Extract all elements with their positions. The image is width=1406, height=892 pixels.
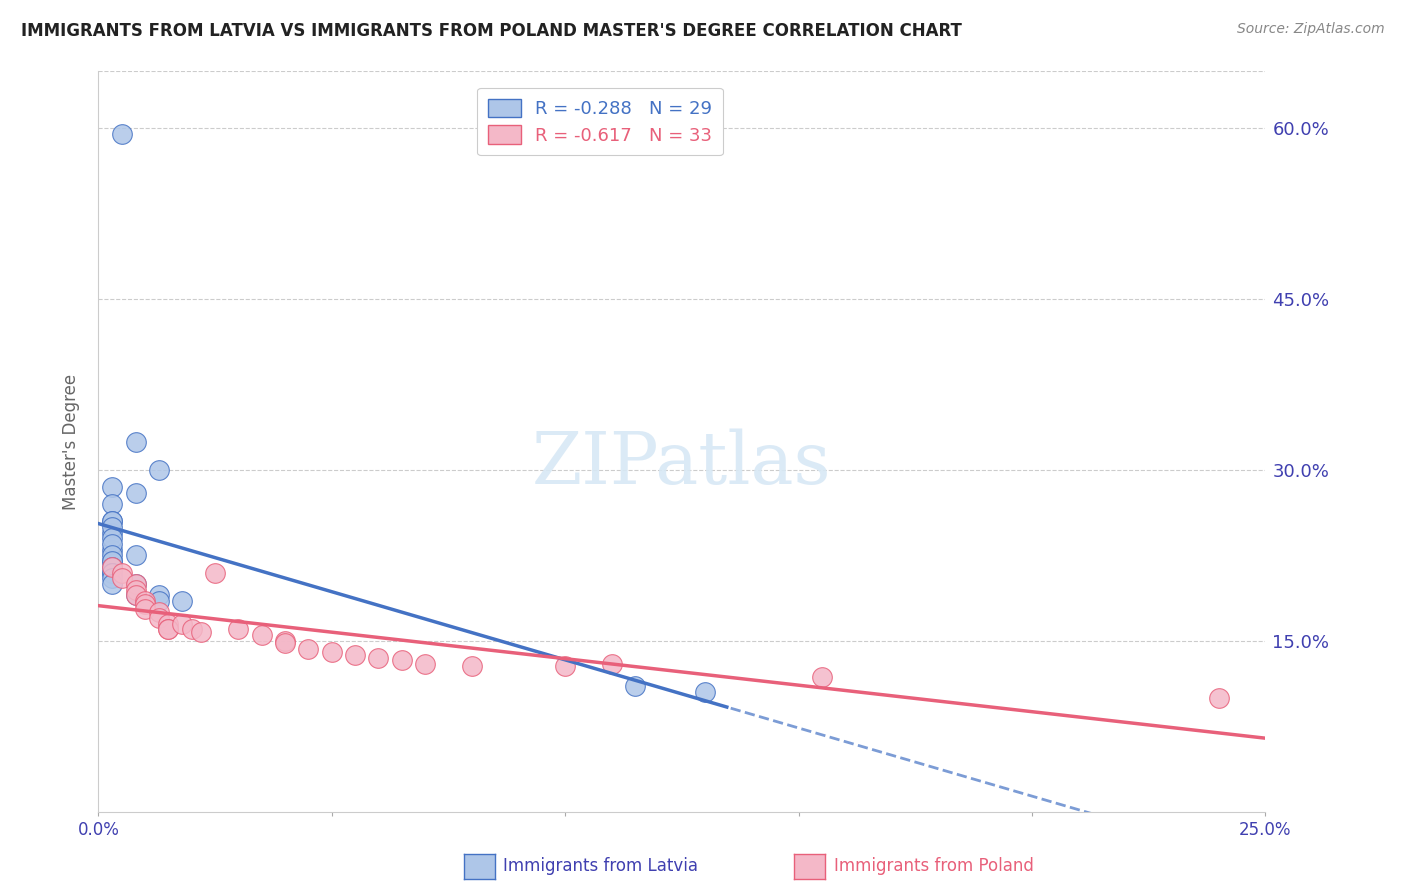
Point [297,641,319,656]
Point [111,571,134,585]
Point [321,645,343,659]
Point [125,582,148,597]
Point [344,648,367,662]
Point [101,537,124,551]
Point [367,651,389,665]
Point [1208,690,1230,705]
Point [148,463,170,477]
Point [391,653,413,667]
Point [101,566,124,580]
Point [413,657,436,671]
Legend: R = -0.288   N = 29, R = -0.617   N = 33: R = -0.288 N = 29, R = -0.617 N = 33 [478,87,723,155]
Point [172,594,194,608]
Point [157,616,180,631]
Point [101,520,124,534]
Point [101,542,124,557]
Point [274,633,297,648]
Point [101,497,124,511]
Point [228,623,250,637]
Point [125,485,148,500]
Point [101,554,124,568]
Text: Source: ZipAtlas.com: Source: ZipAtlas.com [1237,22,1385,37]
Point [148,611,170,625]
Point [461,659,484,673]
Point [172,616,194,631]
Point [148,588,170,602]
Point [134,594,156,608]
Point [134,598,156,612]
Point [190,624,212,639]
Point [180,623,202,637]
Point [157,623,180,637]
Point [101,532,124,546]
Point [125,434,148,449]
Text: ZIPatlas: ZIPatlas [531,428,832,499]
Point [101,577,124,591]
Point [600,657,623,671]
Point [101,566,124,580]
Point [274,636,297,650]
Point [148,594,170,608]
Y-axis label: Master's Degree: Master's Degree [62,374,80,509]
Point [101,514,124,528]
Point [125,549,148,563]
Point [111,127,134,141]
Point [811,670,834,684]
Point [554,659,576,673]
Point [204,566,226,580]
Point [101,480,124,494]
Point [148,606,170,620]
Point [624,680,647,694]
Point [134,602,156,616]
Point [101,525,124,540]
Point [157,623,180,637]
Text: Immigrants from Latvia: Immigrants from Latvia [503,857,699,875]
Point [250,628,273,642]
Point [101,514,124,528]
Point [101,571,124,585]
Point [125,588,148,602]
Text: IMMIGRANTS FROM LATVIA VS IMMIGRANTS FROM POLAND MASTER'S DEGREE CORRELATION CHA: IMMIGRANTS FROM LATVIA VS IMMIGRANTS FRO… [21,22,962,40]
Point [125,588,148,602]
Point [101,554,124,568]
Point [111,566,134,580]
Point [101,559,124,574]
Point [101,549,124,563]
Point [695,685,717,699]
Point [125,577,148,591]
Text: Immigrants from Poland: Immigrants from Poland [834,857,1033,875]
Point [101,559,124,574]
Point [125,577,148,591]
